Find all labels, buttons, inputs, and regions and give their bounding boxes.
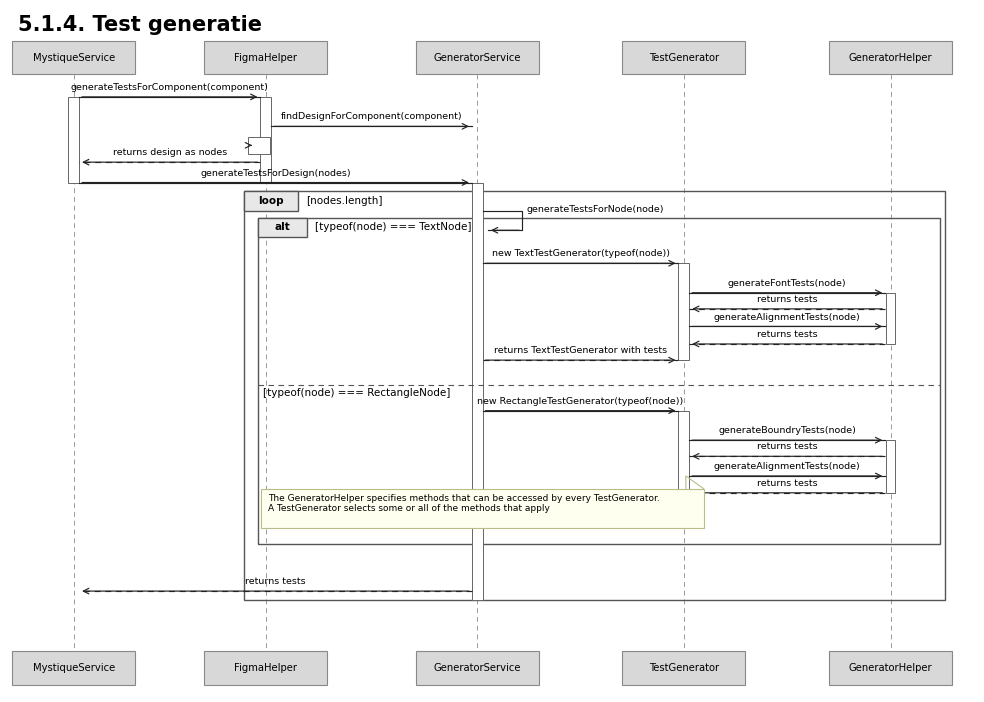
Text: generateAlignmentTests(node): generateAlignmentTests(node)	[713, 462, 861, 471]
Text: generateTestsForNode(node): generateTestsForNode(node)	[527, 205, 664, 214]
Text: MystiqueService: MystiqueService	[32, 663, 115, 673]
Bar	[679, 411, 689, 521]
Text: [nodes.length]: [nodes.length]	[306, 196, 383, 206]
Bar	[679, 263, 689, 360]
Text: returns tests: returns tests	[757, 295, 818, 304]
Bar	[887, 440, 895, 493]
Text: TestGenerator: TestGenerator	[648, 53, 719, 62]
Bar	[261, 97, 272, 183]
Bar	[623, 41, 746, 74]
Text: returns tests: returns tests	[757, 442, 818, 451]
Bar	[416, 651, 539, 685]
Text: 5.1.4. Test generatie: 5.1.4. Test generatie	[18, 15, 262, 35]
Bar	[258, 218, 940, 544]
Text: findDesignForComponent(component): findDesignForComponent(component)	[280, 112, 462, 121]
Text: MystiqueService: MystiqueService	[32, 53, 115, 62]
Bar	[472, 183, 483, 600]
Text: FigmaHelper: FigmaHelper	[234, 53, 297, 62]
Text: generateAlignmentTests(node): generateAlignmentTests(node)	[713, 312, 861, 322]
Text: GeneratorService: GeneratorService	[434, 663, 521, 673]
Bar	[261, 489, 704, 528]
Text: generateBoundryTests(node): generateBoundryTests(node)	[718, 426, 856, 435]
Text: returns tests: returns tests	[245, 577, 306, 586]
Text: returns TextTestGenerator with tests: returns TextTestGenerator with tests	[494, 346, 667, 355]
Bar	[68, 97, 79, 183]
Bar	[12, 41, 136, 74]
Bar	[887, 293, 895, 344]
Text: generateFontTests(node): generateFontTests(node)	[728, 279, 846, 288]
Text: [typeof(node) === TextNode]: [typeof(node) === TextNode]	[315, 222, 471, 232]
Text: new TextTestGenerator(typeof(node)): new TextTestGenerator(typeof(node))	[492, 249, 669, 258]
Bar	[416, 41, 539, 74]
Bar	[12, 651, 136, 685]
Text: returns tests: returns tests	[757, 330, 818, 339]
Bar	[829, 41, 953, 74]
Text: loop: loop	[258, 196, 284, 206]
Text: generateTestsForDesign(nodes): generateTestsForDesign(nodes)	[200, 168, 351, 178]
Bar	[623, 651, 746, 685]
Bar	[829, 651, 953, 685]
Text: generateTestsForComponent(component): generateTestsForComponent(component)	[71, 83, 269, 92]
Text: FigmaHelper: FigmaHelper	[234, 663, 297, 673]
Bar	[205, 41, 327, 74]
Bar	[205, 651, 327, 685]
Text: GeneratorService: GeneratorService	[434, 53, 521, 62]
Text: The GeneratorHelper specifies methods that can be accessed by every TestGenerato: The GeneratorHelper specifies methods th…	[268, 494, 659, 513]
Bar	[258, 218, 307, 237]
Text: returns TextTestGenerator with tests: returns TextTestGenerator with tests	[494, 507, 667, 516]
Bar	[248, 137, 270, 154]
Text: [typeof(node) === RectangleNode]: [typeof(node) === RectangleNode]	[263, 388, 450, 398]
Text: GeneratorHelper: GeneratorHelper	[849, 663, 932, 673]
Text: GeneratorHelper: GeneratorHelper	[849, 53, 932, 62]
Bar	[244, 191, 945, 600]
Text: TestGenerator: TestGenerator	[648, 663, 719, 673]
Text: alt: alt	[275, 222, 290, 232]
Text: returns tests: returns tests	[757, 479, 818, 488]
Text: returns design as nodes: returns design as nodes	[112, 148, 227, 157]
Bar	[244, 191, 298, 211]
Text: new RectangleTestGenerator(typeof(node)): new RectangleTestGenerator(typeof(node))	[477, 397, 684, 406]
